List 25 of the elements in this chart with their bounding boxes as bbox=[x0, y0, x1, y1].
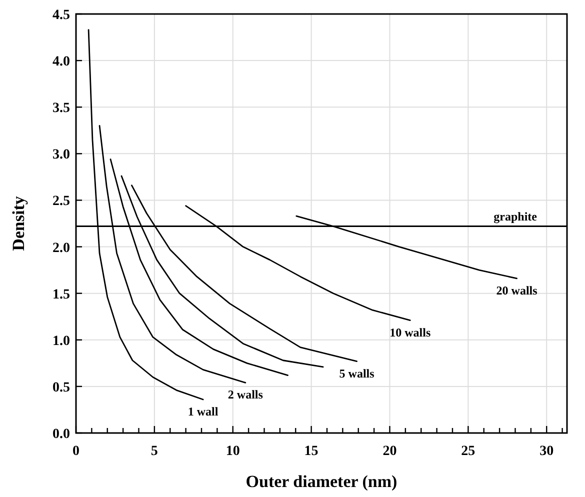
y-tick-label: 3.5 bbox=[52, 101, 70, 116]
y-tick-label: 3.0 bbox=[52, 148, 70, 163]
x-tick-label: 10 bbox=[226, 444, 240, 459]
y-tick-label: 2.5 bbox=[52, 194, 70, 210]
y-tick-label: 1.0 bbox=[52, 334, 70, 349]
series-label: 10 walls bbox=[390, 325, 431, 340]
ref-line-label: graphite bbox=[494, 209, 538, 224]
x-tick-label: 15 bbox=[304, 444, 318, 459]
x-tick-label: 0 bbox=[72, 444, 80, 459]
series-label: 2 walls bbox=[228, 388, 264, 402]
series-label: 1 wall bbox=[188, 404, 219, 418]
x-tick-label: 20 bbox=[382, 444, 397, 459]
x-axis-title: Outer diameter (nm) bbox=[246, 472, 398, 491]
x-tick-label: 5 bbox=[150, 444, 158, 459]
y-tick-label: 1.5 bbox=[52, 287, 70, 302]
y-tick-label: 0.0 bbox=[52, 427, 70, 442]
y-tick-label: 0.5 bbox=[52, 380, 70, 396]
y-axis-title: Density bbox=[9, 196, 28, 251]
y-tick-label: 4.0 bbox=[52, 54, 70, 70]
x-tick-label: 30 bbox=[540, 444, 554, 459]
series-label: 5 walls bbox=[339, 366, 375, 380]
x-tick-label: 25 bbox=[461, 444, 476, 459]
y-tick-label: 2.0 bbox=[52, 240, 70, 256]
series-label: 20 walls bbox=[496, 283, 538, 298]
y-tick-label: 4.5 bbox=[52, 8, 70, 23]
